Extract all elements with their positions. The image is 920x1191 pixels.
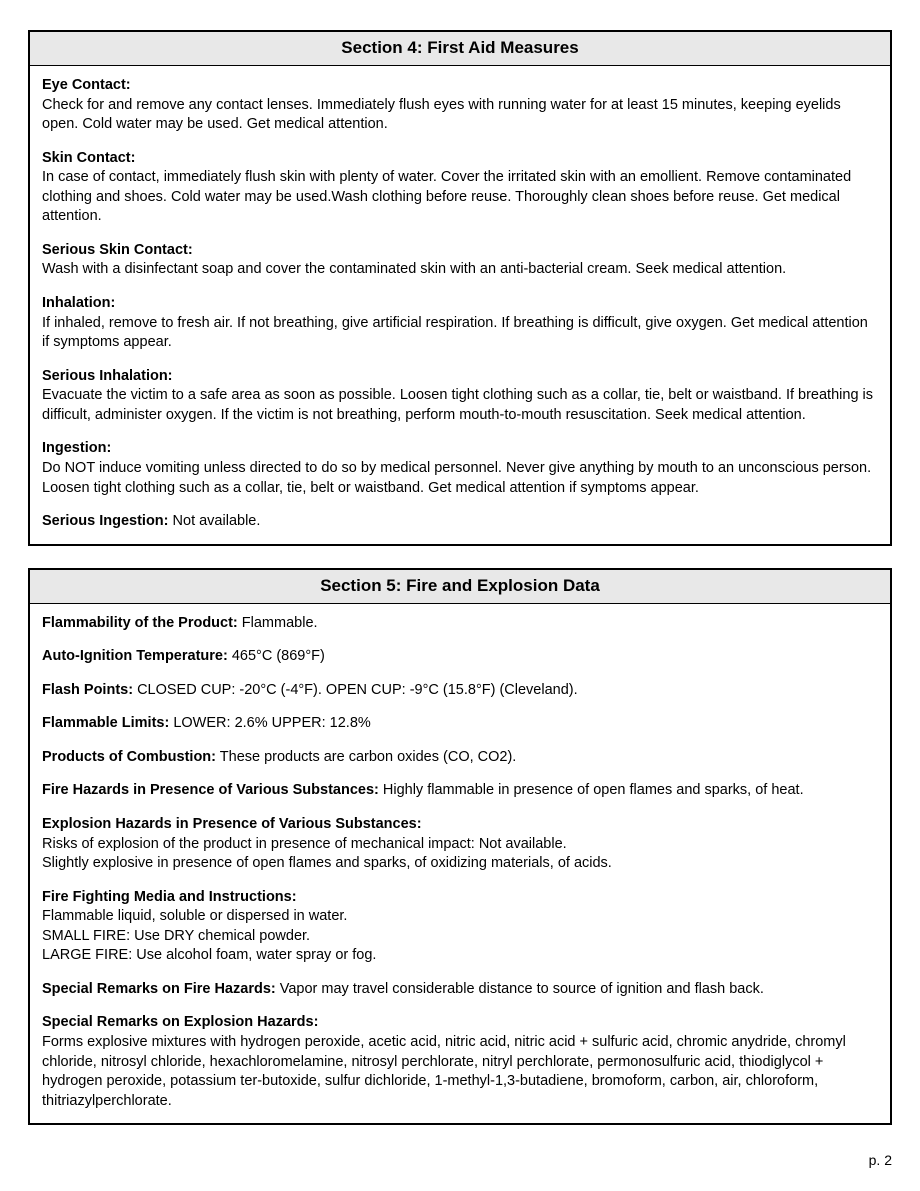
field-text: SMALL FIRE: Use DRY chemical powder. <box>42 927 878 947</box>
field-entry: Flammability of the Product: Flammable. <box>42 614 878 634</box>
field-entry: Fire Fighting Media and Instructions:Fla… <box>42 888 878 966</box>
section-5-box: Section 5: Fire and Explosion Data Flamm… <box>28 568 892 1126</box>
field-entry: Auto-Ignition Temperature: 465°C (869°F) <box>42 647 878 667</box>
field-text: Not available. <box>169 513 261 529</box>
field-entry: Products of Combustion: These products a… <box>42 748 878 768</box>
field-label: Products of Combustion: <box>42 749 216 765</box>
field-entry: Serious Inhalation:Evacuate the victim t… <box>42 367 878 426</box>
field-label: Serious Inhalation: <box>42 367 878 387</box>
field-label: Inhalation: <box>42 294 878 314</box>
field-text: Slightly explosive in presence of open f… <box>42 854 878 874</box>
field-label: Flash Points: <box>42 682 133 698</box>
section-5-body: Flammability of the Product: Flammable. A… <box>30 604 890 1124</box>
field-entry: Serious Skin Contact:Wash with a disinfe… <box>42 241 878 280</box>
field-entry: Flash Points: CLOSED CUP: -20°C (-4°F). … <box>42 681 878 701</box>
field-label: Serious Ingestion: <box>42 513 169 529</box>
field-entry: Inhalation:If inhaled, remove to fresh a… <box>42 294 878 353</box>
field-label: Eye Contact: <box>42 76 878 96</box>
field-text: If inhaled, remove to fresh air. If not … <box>42 314 878 353</box>
field-text: Evacuate the victim to a safe area as so… <box>42 386 878 425</box>
field-text: 465°C (869°F) <box>228 648 325 664</box>
field-entry: Fire Hazards in Presence of Various Subs… <box>42 781 878 801</box>
field-text: Highly flammable in presence of open fla… <box>379 782 804 798</box>
section-4-header: Section 4: First Aid Measures <box>30 32 890 66</box>
field-label: Special Remarks on Explosion Hazards: <box>42 1013 878 1033</box>
field-entry: Special Remarks on Fire Hazards: Vapor m… <box>42 980 878 1000</box>
field-entry: Flammable Limits: LOWER: 2.6% UPPER: 12.… <box>42 714 878 734</box>
field-text: Flammable liquid, soluble or dispersed i… <box>42 907 878 927</box>
section-5-header: Section 5: Fire and Explosion Data <box>30 570 890 604</box>
field-entry: Eye Contact:Check for and remove any con… <box>42 76 878 135</box>
field-text: LARGE FIRE: Use alcohol foam, water spra… <box>42 946 878 966</box>
field-text: In case of contact, immediately flush sk… <box>42 168 878 227</box>
field-entry: Skin Contact:In case of contact, immedia… <box>42 149 878 227</box>
field-label: Flammability of the Product: <box>42 615 238 631</box>
field-text: Wash with a disinfectant soap and cover … <box>42 260 878 280</box>
field-text: Risks of explosion of the product in pre… <box>42 835 878 855</box>
field-label: Ingestion: <box>42 439 878 459</box>
section-4-box: Section 4: First Aid Measures Eye Contac… <box>28 30 892 546</box>
field-text: Forms explosive mixtures with hydrogen p… <box>42 1033 878 1111</box>
field-label: Explosion Hazards in Presence of Various… <box>42 815 878 835</box>
field-entry: Explosion Hazards in Presence of Various… <box>42 815 878 874</box>
field-text: Do NOT induce vomiting unless directed t… <box>42 459 878 498</box>
field-text: Check for and remove any contact lenses.… <box>42 96 878 135</box>
field-entry: Special Remarks on Explosion Hazards:For… <box>42 1013 878 1111</box>
field-label: Auto-Ignition Temperature: <box>42 648 228 664</box>
field-entry: Serious Ingestion: Not available. <box>42 512 878 532</box>
section-4-body: Eye Contact:Check for and remove any con… <box>30 66 890 544</box>
field-text: Vapor may travel considerable distance t… <box>276 981 764 997</box>
field-label: Flammable Limits: <box>42 715 169 731</box>
field-label: Skin Contact: <box>42 149 878 169</box>
field-text: Flammable. <box>238 615 318 631</box>
field-text: LOWER: 2.6% UPPER: 12.8% <box>169 715 370 731</box>
field-text: CLOSED CUP: -20°C (-4°F). OPEN CUP: -9°C… <box>133 682 578 698</box>
field-label: Special Remarks on Fire Hazards: <box>42 981 276 997</box>
field-label: Fire Fighting Media and Instructions: <box>42 888 878 908</box>
page-footer: p. 2 <box>28 1147 892 1170</box>
field-label: Fire Hazards in Presence of Various Subs… <box>42 782 379 798</box>
field-label: Serious Skin Contact: <box>42 241 878 261</box>
field-text: These products are carbon oxides (CO, CO… <box>216 749 516 765</box>
field-entry: Ingestion:Do NOT induce vomiting unless … <box>42 439 878 498</box>
